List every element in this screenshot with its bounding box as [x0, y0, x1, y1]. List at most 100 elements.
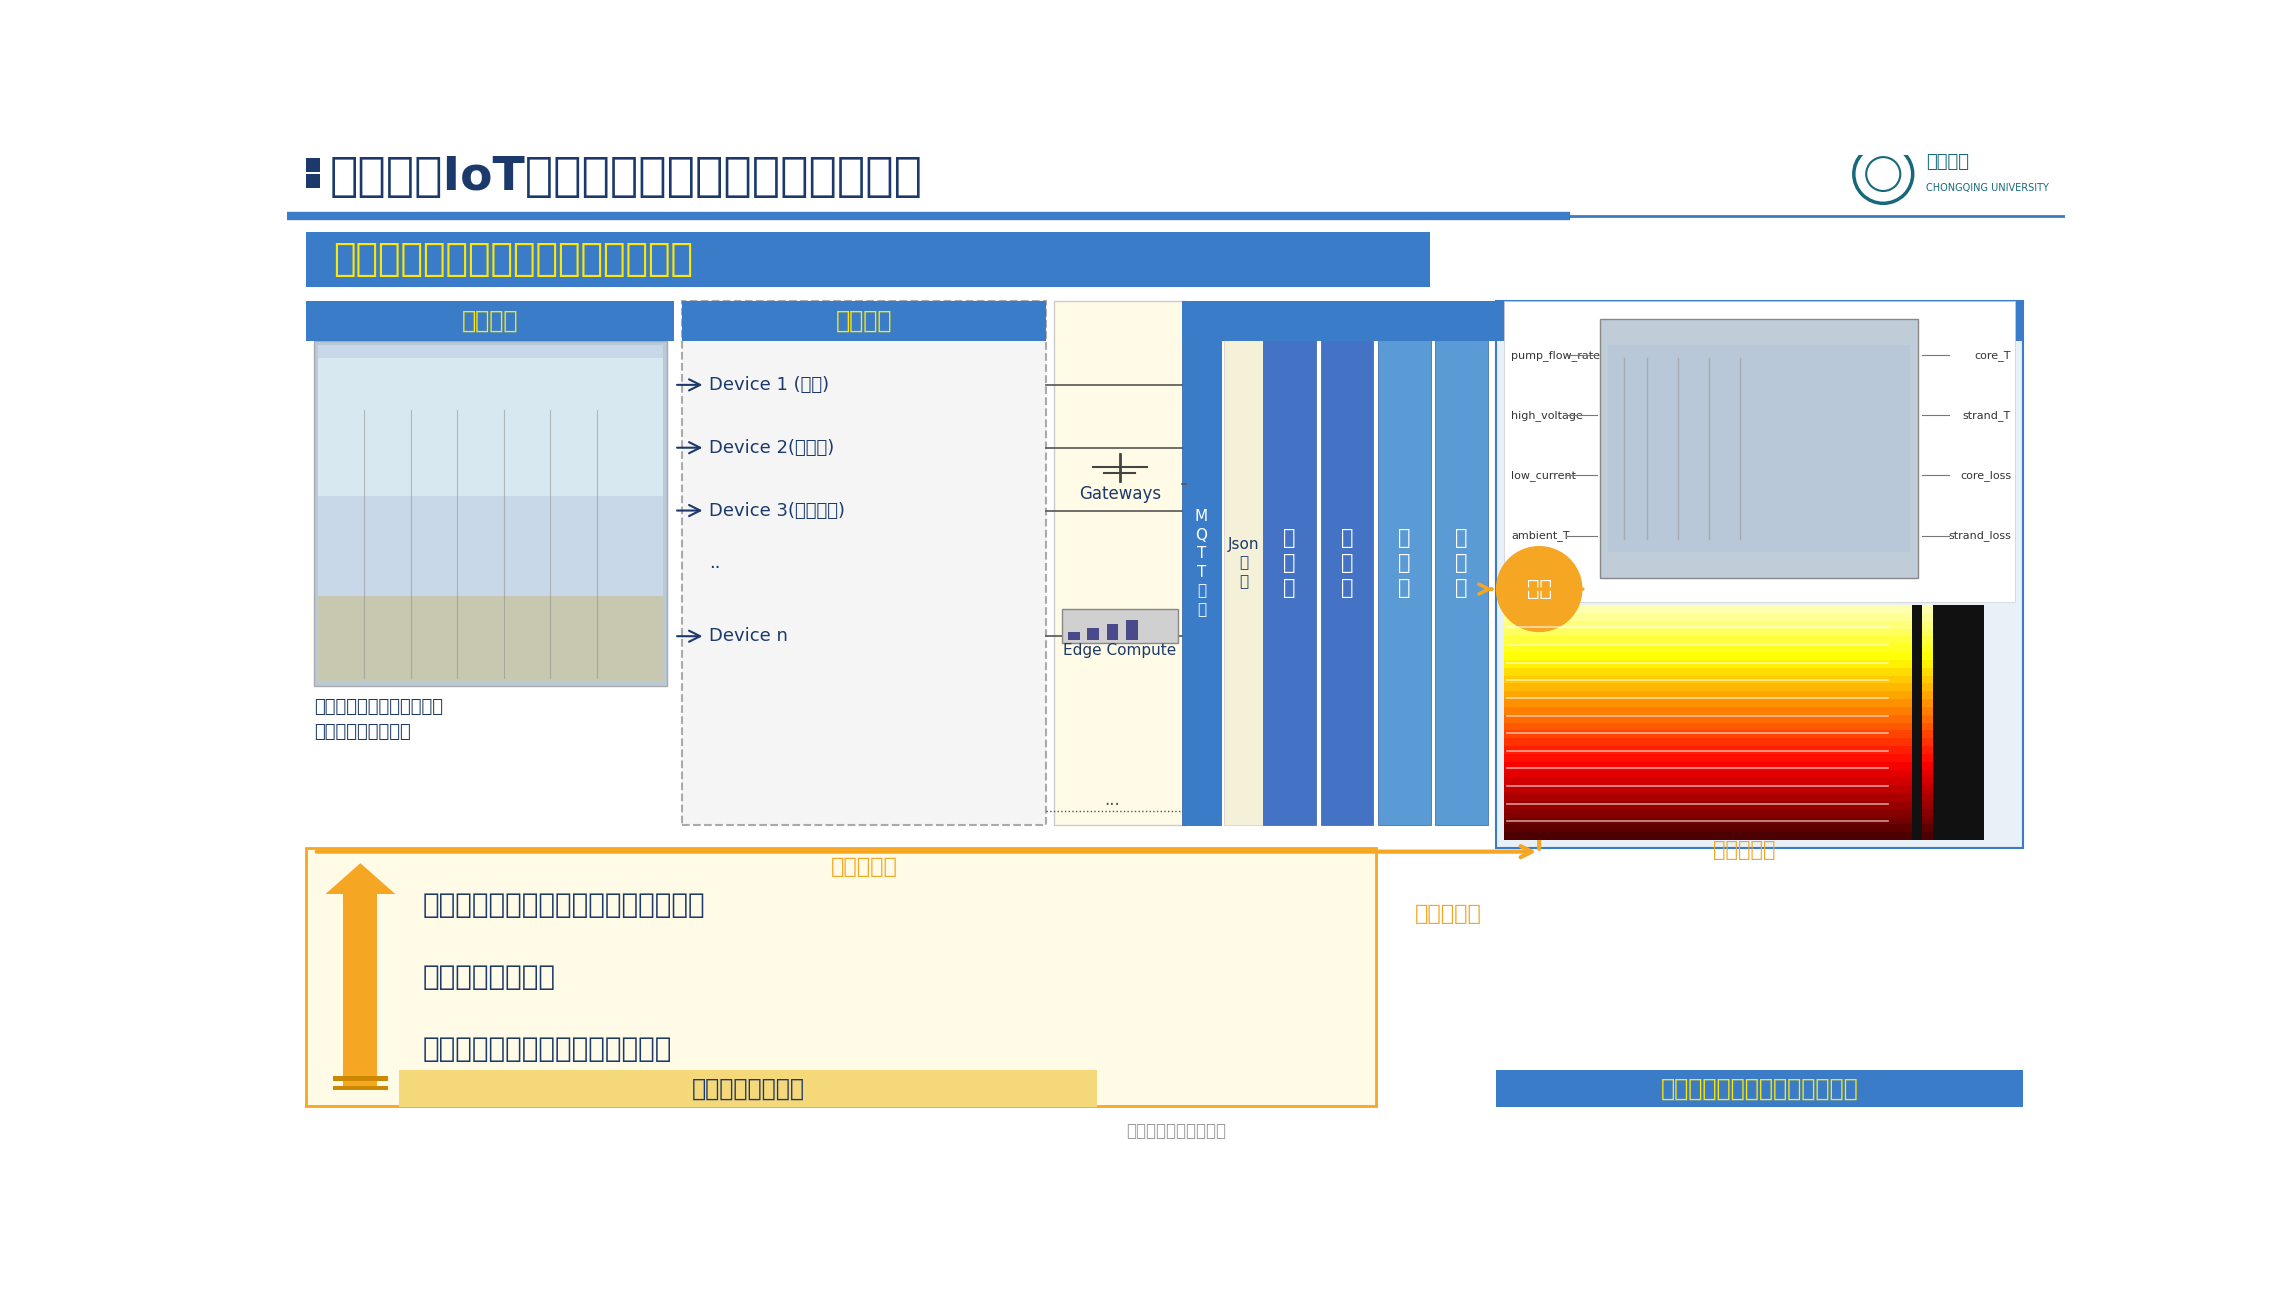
Text: 数字孪生模型（数据驱动＋模型驱动）: 数字孪生模型（数据驱动＋模型驱动） [422, 890, 704, 918]
Text: Device 1 (直连): Device 1 (直连) [709, 375, 828, 393]
Bar [1126, 620, 1138, 640]
Text: Device 2(非直连): Device 2(非直连) [709, 439, 835, 457]
Text: 应
用
层: 应 用 层 [1454, 528, 1468, 597]
Bar [1503, 613, 1911, 620]
Text: 多物理场仿真软件: 多物理场仿真软件 [690, 1077, 805, 1100]
Bar [333, 1086, 388, 1090]
Bar [1922, 801, 1934, 809]
Bar [319, 359, 663, 497]
Bar [1922, 722, 1934, 730]
Bar [399, 1071, 1097, 1107]
Circle shape [1496, 547, 1583, 631]
Bar [1503, 832, 1911, 840]
Text: 平
台
层: 平 台 层 [1397, 528, 1411, 597]
Text: 重庆大学: 重庆大学 [1927, 154, 1968, 172]
Bar [1922, 707, 1934, 715]
Bar [1922, 605, 1934, 613]
Bar [1503, 778, 1911, 786]
Bar [1264, 301, 1317, 824]
Bar [1922, 636, 1934, 644]
Bar [1922, 786, 1934, 793]
Bar [1225, 301, 1264, 824]
Text: 多物理场实时算法: 多物理场实时算法 [422, 962, 555, 991]
Bar [1503, 636, 1911, 644]
Bar [314, 341, 668, 686]
Text: core_loss: core_loss [1959, 470, 2012, 481]
Bar [305, 157, 321, 172]
Bar [1503, 753, 1911, 761]
Bar [1069, 632, 1080, 640]
Bar [1922, 793, 1934, 801]
Bar [1922, 715, 1934, 722]
Text: ..: .. [709, 553, 720, 571]
Text: M
Q
T
T
协
议: M Q T T 协 议 [1195, 508, 1209, 617]
Bar [1503, 651, 1911, 660]
Bar [319, 344, 663, 682]
Bar [1503, 730, 1911, 738]
Bar [1503, 722, 1911, 730]
Bar [1601, 319, 1918, 578]
Bar [1922, 746, 1934, 753]
Bar [1436, 301, 1489, 824]
Bar [1503, 691, 1911, 699]
Text: ambient_T: ambient_T [1512, 530, 1569, 541]
Text: Device n: Device n [709, 627, 789, 645]
Text: 三、基于IoT的电力装备数字孪生模型与实现: 三、基于IoT的电力装备数字孪生模型与实现 [330, 155, 922, 200]
Bar [1922, 620, 1934, 628]
Bar [1496, 301, 2023, 848]
Bar [1922, 628, 1934, 636]
Bar [305, 301, 674, 341]
Text: 监测装置: 监测装置 [835, 310, 892, 333]
Bar [1503, 620, 1911, 628]
Bar [681, 301, 1046, 341]
Bar [1503, 668, 1911, 676]
Bar [1922, 730, 1934, 738]
Bar [1053, 301, 1186, 824]
Text: strand_T: strand_T [1964, 410, 2012, 421]
Bar [1503, 817, 1911, 824]
Bar [1503, 801, 1911, 809]
Bar [1608, 344, 1911, 552]
Bar [1922, 824, 1934, 832]
Text: 数字孪生模型: 数字孪生模型 [1723, 608, 1796, 627]
Bar [305, 232, 1429, 288]
Bar [1503, 770, 1911, 778]
Bar [1922, 668, 1934, 676]
Text: 集成: 集成 [1526, 579, 1551, 599]
Bar [1503, 793, 1911, 801]
Bar [1503, 605, 1984, 840]
Bar [1062, 609, 1179, 642]
Bar [1503, 824, 1911, 832]
Text: high_voltage: high_voltage [1512, 410, 1583, 421]
Text: 数字化模型: 数字化模型 [1415, 904, 1482, 924]
Text: Gateways: Gateways [1078, 485, 1161, 503]
Text: 平台上多物理场实时计算与显示: 平台上多物理场实时计算与显示 [1661, 1077, 1858, 1100]
Text: Device 3(边缘设备): Device 3(边缘设备) [709, 502, 844, 520]
Polygon shape [326, 863, 395, 894]
Text: low_current: low_current [1512, 470, 1576, 481]
Bar [1496, 1071, 2023, 1107]
Bar [319, 596, 663, 682]
Text: 电力装备: 电力装备 [461, 310, 518, 333]
Bar [1503, 746, 1911, 753]
Bar [1503, 660, 1911, 668]
Bar [1922, 761, 1934, 770]
Bar [1922, 817, 1934, 824]
Bar [344, 886, 379, 1090]
Text: 电力装备多物理场数字孪生技术路线: 电力装备多物理场数字孪生技术路线 [333, 241, 693, 277]
Bar [1922, 676, 1934, 684]
Bar [305, 848, 1376, 1106]
Bar [1503, 676, 1911, 684]
Text: 感
知
层: 感 知 层 [1282, 528, 1296, 597]
Bar [1922, 770, 1934, 778]
Bar [1922, 809, 1934, 817]
Bar [1922, 651, 1934, 660]
Text: 《电工技术学报》发布: 《电工技术学报》发布 [1126, 1122, 1225, 1140]
Bar [1503, 684, 1911, 691]
Bar [1181, 301, 1220, 824]
Bar [1106, 624, 1119, 640]
Bar [1922, 684, 1934, 691]
Text: 网
络
层: 网 络 层 [1340, 528, 1353, 597]
Text: 工业互联网平台: 工业互联网平台 [1553, 310, 1652, 333]
Bar [1503, 786, 1911, 793]
